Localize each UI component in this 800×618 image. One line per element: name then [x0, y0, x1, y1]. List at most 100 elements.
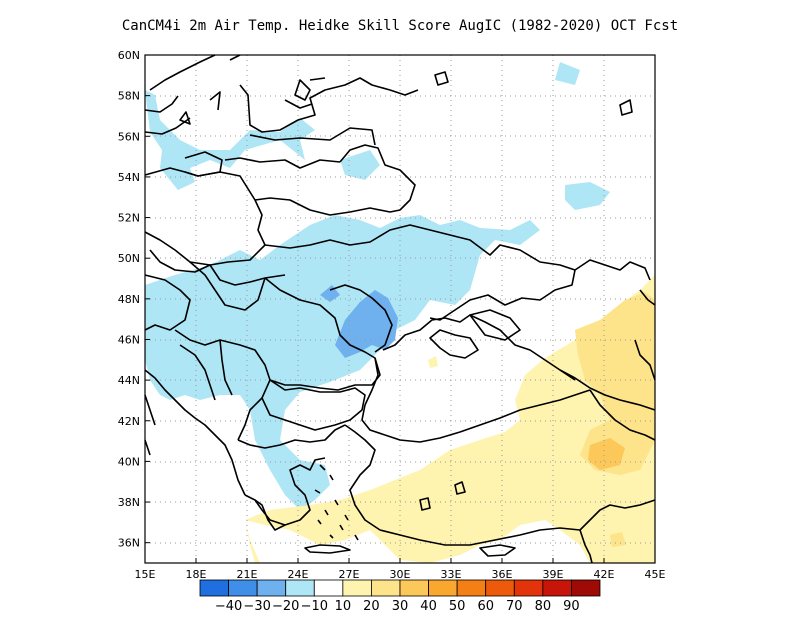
cyprus — [479, 544, 516, 557]
crimea — [429, 329, 479, 359]
y-tick-label: 54N — [118, 171, 140, 184]
bulgaria-border — [261, 379, 366, 431]
italy-coast — [144, 394, 156, 456]
russia-ukraine-east — [574, 259, 651, 281]
colorbar-label: 20 — [363, 599, 380, 614]
belarus-north-border — [339, 144, 416, 211]
caspian-coast — [634, 289, 656, 381]
lithuania-border — [224, 157, 341, 169]
x-tick-label: 27E — [339, 568, 360, 581]
y-tick-label: 36N — [118, 537, 140, 550]
crete — [304, 544, 351, 554]
aegean-islands — [314, 464, 359, 541]
skill-score-shading — [145, 62, 655, 563]
colorbar-swatch — [371, 579, 401, 597]
x-tick-label: 24E — [288, 568, 309, 581]
shade-yellow-dot — [428, 356, 438, 368]
colorbar-swatch — [542, 579, 572, 597]
scandinavia-coast — [144, 54, 216, 135]
y-tick-label: 40N — [118, 455, 140, 468]
adriatic-coast — [144, 369, 246, 496]
colorbar-label: 10 — [335, 599, 352, 614]
colorbar-label: −10 — [301, 599, 328, 614]
colorbar-label: 40 — [420, 599, 437, 614]
colorbar-swatch — [456, 579, 487, 597]
colorbar-swatch — [285, 579, 315, 597]
colorbar-label: 50 — [449, 599, 466, 614]
y-tick-label: 52N — [118, 212, 140, 225]
turkey-north-coast — [384, 389, 591, 443]
black-sea-west-coast — [361, 357, 386, 436]
bosnia — [179, 339, 233, 401]
gulf-finland-islands — [284, 77, 326, 109]
levant-coast — [579, 529, 593, 564]
shade-yellow-east — [145, 275, 655, 563]
x-tick-label: 42E — [594, 568, 615, 581]
y-tick-label: 60N — [118, 49, 140, 62]
x-tick-label: 21E — [237, 568, 258, 581]
ukraine-border — [264, 224, 576, 321]
colorbar-label: 70 — [506, 599, 523, 614]
y-tick-label: 44N — [118, 374, 140, 387]
estonia-latvia-border — [249, 127, 376, 146]
shade-dark-yellow-caucasus — [575, 292, 655, 475]
map-title: CanCM4i 2m Air Temp. Heidke Skill Score … — [121, 18, 679, 34]
azov-sea — [469, 309, 521, 341]
colorbar-label: 90 — [563, 599, 580, 614]
colorbar-label: −40 — [215, 599, 242, 614]
colorbar-swatch — [399, 579, 429, 597]
colorbar-swatch — [428, 579, 458, 597]
y-tick-label: 56N — [118, 130, 140, 143]
turkey-east-border — [579, 499, 656, 531]
colorbar-swatch — [313, 579, 344, 597]
y-tick-label: 50N — [118, 252, 140, 265]
x-tick-label: 30E — [390, 568, 411, 581]
caucasus-border — [559, 369, 656, 441]
shade-light-blue-northeast — [555, 62, 580, 85]
czech-slovak-border — [144, 231, 286, 286]
belarus-south-border — [254, 197, 401, 216]
y-tick-label: 48N — [118, 293, 140, 306]
coastlines-and-borders — [144, 54, 656, 564]
map-axes: 15E 18E 21E 24E 27E 30E 33E 36E 39E 42E 45E 36N 38N 4… — [118, 49, 666, 581]
x-tick-label: 15E — [135, 568, 156, 581]
colorbar-swatch — [199, 579, 229, 597]
moldova-border — [329, 284, 393, 353]
poland-border — [144, 167, 266, 273]
colorbar-label: 60 — [477, 599, 494, 614]
colorbar-swatch — [228, 579, 258, 597]
x-tick-label: 18E — [186, 568, 207, 581]
y-tick-label: 42N — [118, 415, 140, 428]
x-tick-label: 39E — [543, 568, 564, 581]
bosporus-turkey-west — [344, 424, 581, 546]
hungary-border — [189, 261, 266, 311]
colorbar-label: 30 — [392, 599, 409, 614]
gotland-island — [179, 111, 191, 125]
colorbar-swatch — [256, 579, 287, 597]
turkey-lakes — [419, 481, 466, 511]
colorbar-swatch — [342, 579, 372, 597]
colorbar: −40 −30 −20 −10 10 20 30 40 50 60 70 80 90 — [199, 579, 601, 614]
peloponnese — [254, 499, 286, 531]
y-tick-label: 46N — [118, 333, 140, 346]
colorbar-label: −30 — [243, 599, 270, 614]
x-tick-label: 36E — [492, 568, 513, 581]
x-tick-label: 45E — [645, 568, 666, 581]
colorbar-swatch — [571, 579, 601, 597]
y-tick-label: 58N — [118, 90, 140, 103]
colorbar-swatch — [485, 579, 515, 597]
colorbar-swatch — [513, 579, 544, 597]
shade-light-blue-north — [145, 90, 315, 190]
greece-coast — [244, 457, 326, 526]
shade-light-blue-east — [565, 182, 610, 210]
shade-light-blue-ne-patch — [340, 150, 380, 180]
austria-slovenia — [144, 274, 191, 331]
x-tick-label: 33E — [441, 568, 462, 581]
croatia-serbia — [174, 329, 271, 441]
colorbar-label: 80 — [535, 599, 552, 614]
shade-medium-blue-small — [320, 285, 340, 302]
lakes-north — [294, 71, 633, 116]
greece-north-border — [237, 424, 346, 449]
colorbar-label: −20 — [272, 599, 299, 614]
